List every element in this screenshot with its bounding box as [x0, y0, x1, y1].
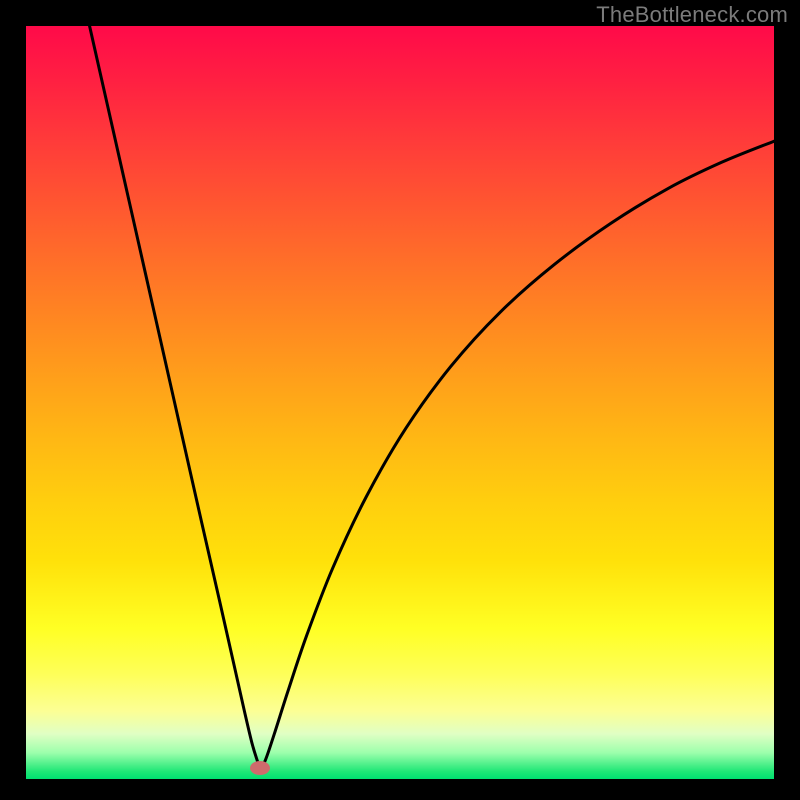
bottleneck-curve: [26, 26, 774, 779]
minimum-marker: [250, 761, 270, 775]
watermark-text: TheBottleneck.com: [596, 2, 788, 28]
plot-area: [26, 26, 774, 779]
chart-root: { "canvas": { "width": 800, "height": 80…: [0, 0, 800, 800]
